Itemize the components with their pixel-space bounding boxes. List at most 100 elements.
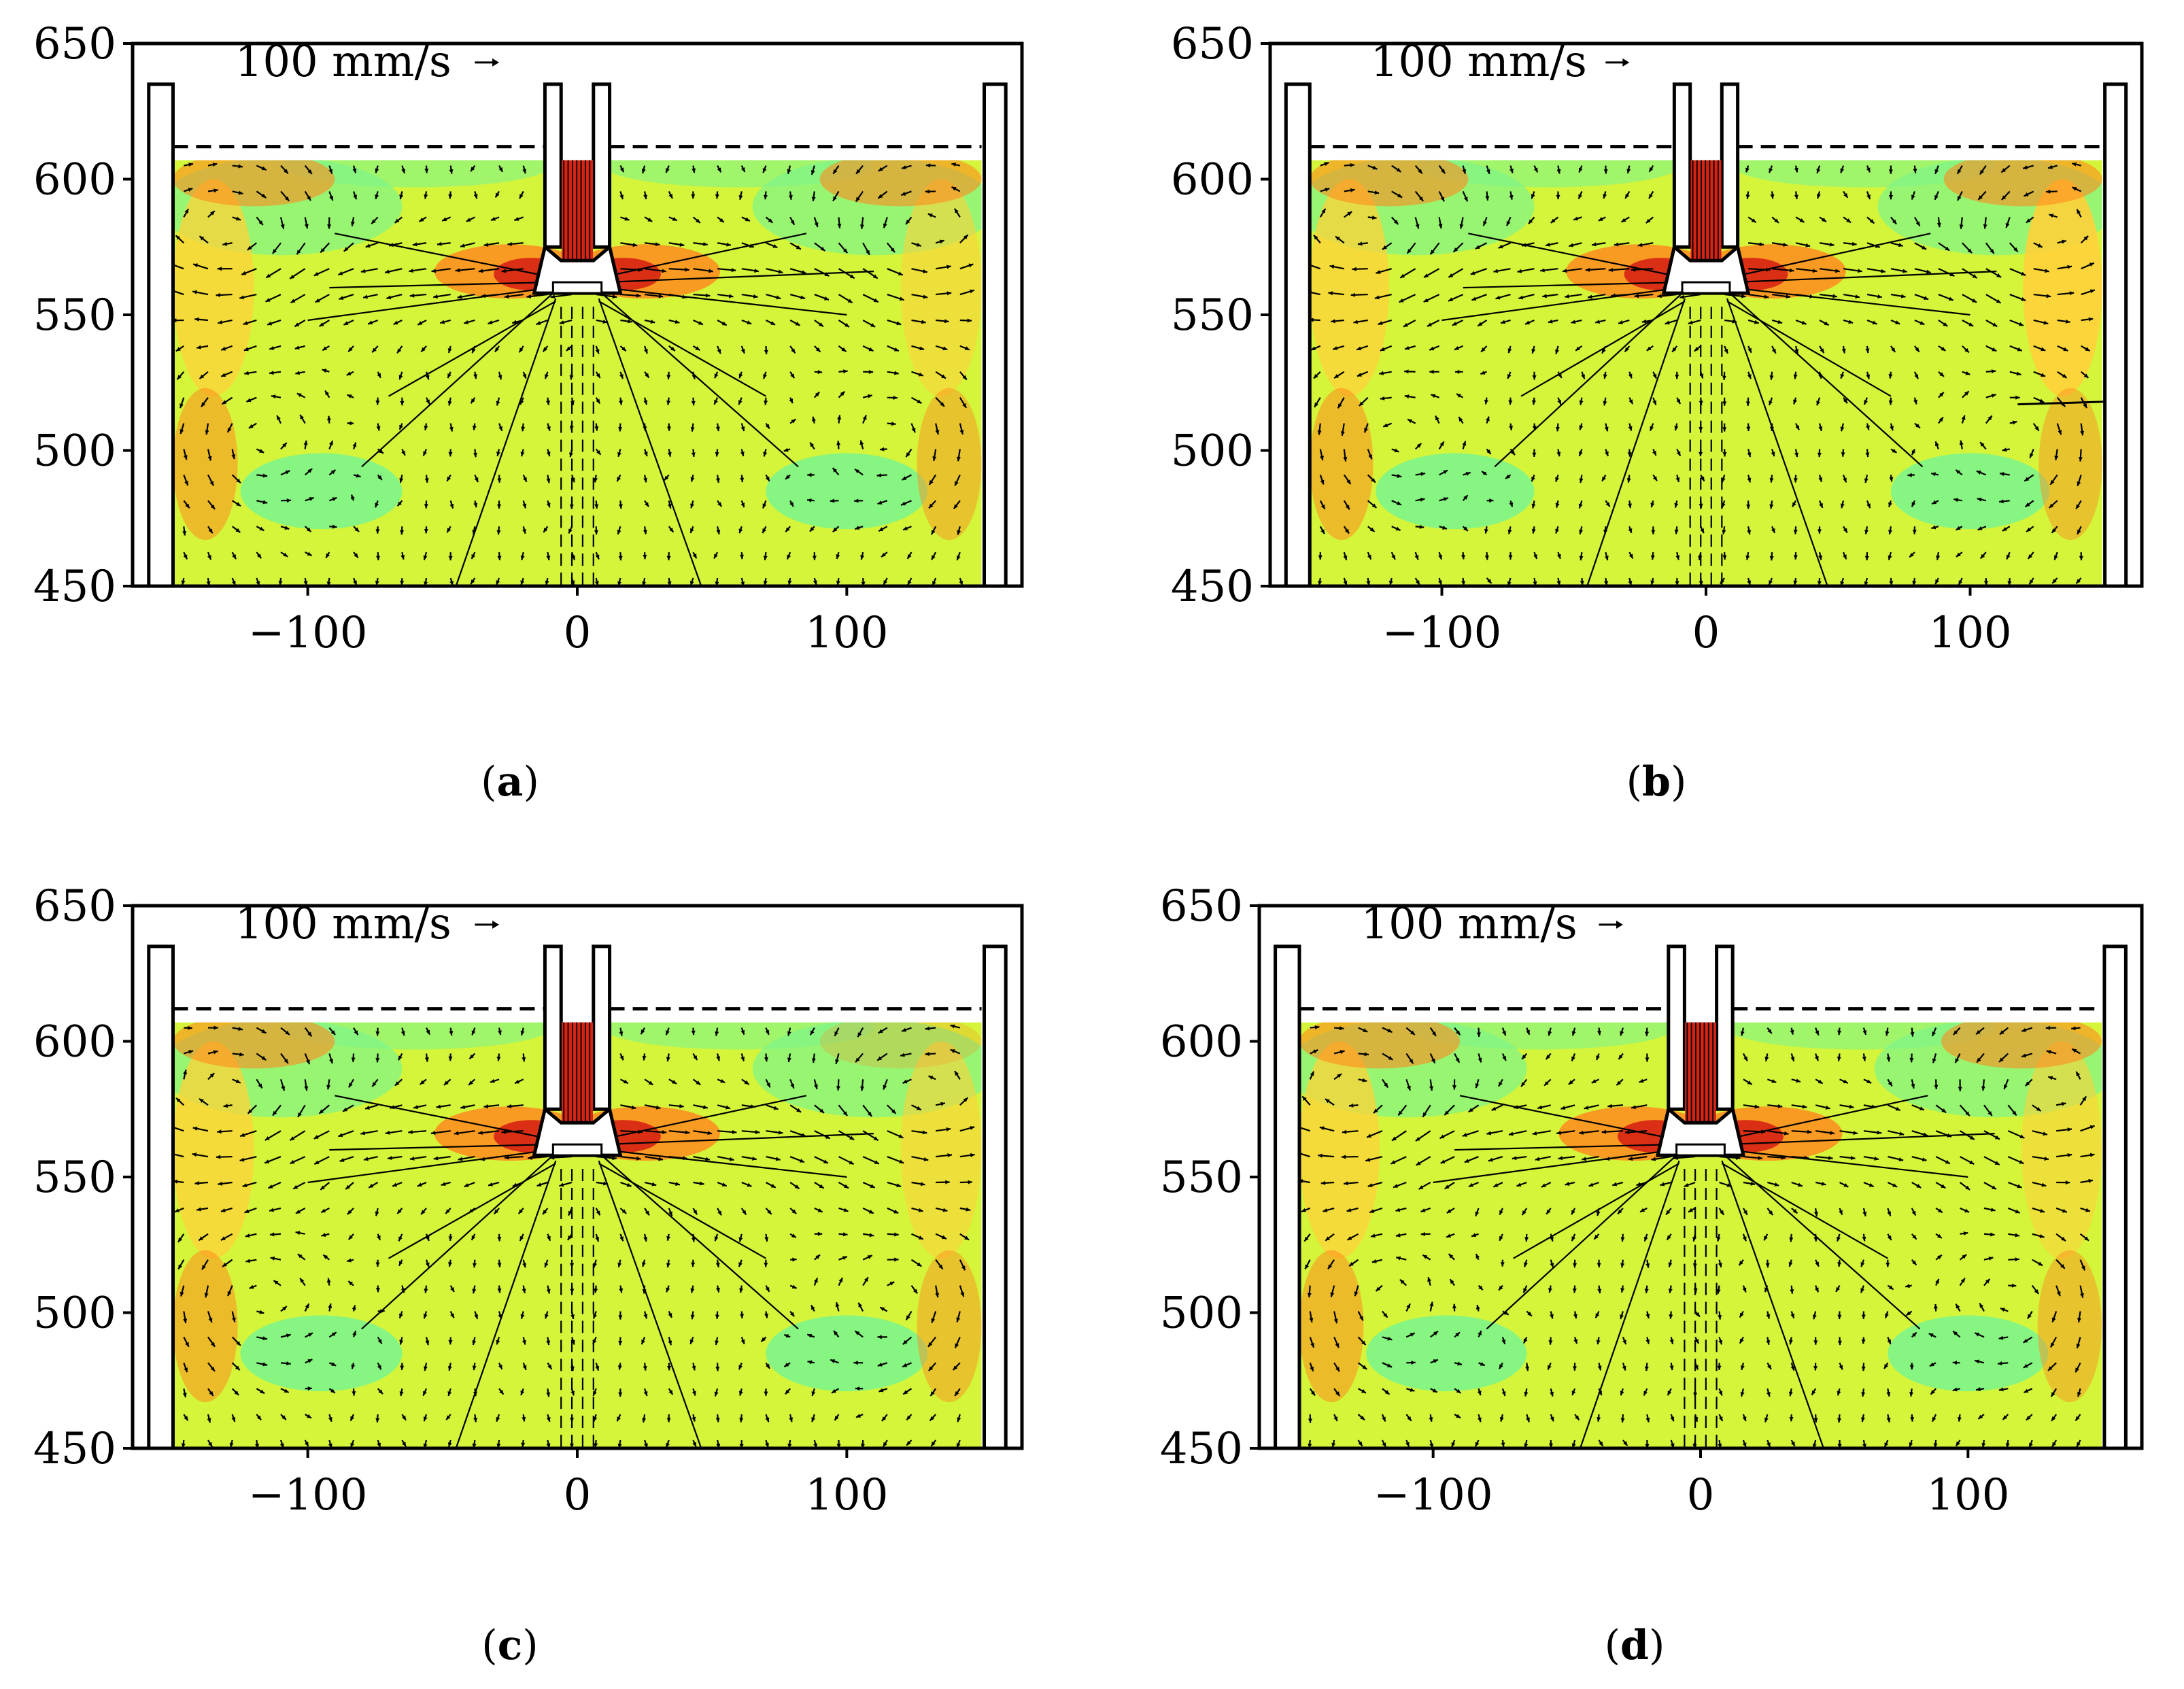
contour-region [173, 1022, 335, 1069]
vector-arrowhead [2017, 1184, 2022, 1189]
vector-arrowhead [612, 1156, 617, 1161]
vector-arrowhead [964, 1235, 970, 1240]
vector-arrowhead [448, 451, 453, 457]
vector-arrowhead [426, 1029, 430, 1035]
vector-arrowhead [811, 1058, 816, 1063]
vector-arrowhead [1956, 1441, 1960, 1446]
vector-arrowhead [1924, 296, 1929, 301]
vector-arrowhead [507, 1104, 512, 1108]
vector-arrowhead [1716, 1236, 1721, 1242]
vector-arrowhead [642, 1055, 647, 1061]
xtick-label: −100 [248, 1470, 368, 1520]
vector-arrowhead [602, 320, 608, 324]
vector-arrowhead [386, 295, 392, 300]
vector-arrowhead [1650, 426, 1654, 431]
vector-arrowhead [1751, 218, 1756, 223]
vector-arrowhead [834, 1031, 839, 1036]
vector-arrowhead [536, 321, 541, 325]
vector-arrowhead [1335, 1367, 1340, 1372]
vector-arrowhead [1397, 193, 1403, 198]
vector-arrowhead [1952, 1387, 1958, 1392]
vector-arrowhead [1604, 581, 1609, 586]
vector-arrowhead [1499, 1285, 1503, 1291]
vector-arrowhead [307, 169, 312, 174]
vector-arrowhead [714, 1391, 719, 1397]
vector-arrowhead [764, 400, 768, 405]
vector-arrowhead [619, 1031, 624, 1036]
vector-arrowhead [1985, 1278, 1990, 1284]
vector-arrowhead [919, 346, 925, 351]
vector-arrowhead [2001, 195, 2007, 200]
vector-arrowhead [1395, 526, 1401, 531]
vector-arrowhead [842, 248, 848, 254]
ytick-label: 450 [33, 1424, 116, 1474]
vector-arrowhead [810, 442, 815, 447]
vector-arrowhead [497, 1030, 502, 1036]
vector-arrowhead [1789, 1237, 1794, 1242]
vector-arrowhead [925, 1052, 929, 1057]
vector-arrowhead [1769, 580, 1773, 585]
ytick-label: 650 [1171, 19, 1254, 69]
vector-arrowhead [425, 1262, 430, 1267]
jet-streak [307, 287, 551, 322]
vector-arrowhead [1789, 1416, 1794, 1422]
vector-arrowhead [236, 1341, 241, 1346]
vector-arrowhead [876, 473, 882, 478]
vector-arrowhead [763, 556, 768, 560]
vector-arrowhead [1422, 1112, 1427, 1117]
vector-arrowhead [1579, 478, 1584, 483]
vector-arrowhead [1766, 1314, 1771, 1319]
vector-arrowhead [570, 1391, 575, 1396]
vector-arrowhead [515, 1079, 520, 1084]
jet-streak [307, 1149, 551, 1184]
vector-arrowhead [836, 441, 841, 445]
vector-arrowhead [1774, 218, 1779, 223]
vector-arrowhead [1438, 224, 1443, 229]
vector-arrowhead [754, 269, 759, 273]
vector-arrowhead [377, 1339, 382, 1344]
vector-arrowhead [1348, 1103, 1354, 1108]
vector-arrowhead [1607, 1104, 1612, 1108]
vector-arrowhead [568, 528, 573, 534]
vector-arrowhead [1373, 1108, 1378, 1114]
vector-arrowhead [862, 415, 867, 420]
vector-arrowhead [1335, 236, 1340, 241]
vector-arrowhead [192, 1153, 197, 1157]
vector-arrowhead [364, 1157, 369, 1161]
vector-arrowhead [1313, 1049, 1318, 1054]
vector-arrowhead [1578, 503, 1583, 509]
vector-arrowhead [243, 347, 249, 352]
vector-arrowhead [1669, 1365, 1674, 1371]
contour-region [281, 160, 551, 188]
vector-arrowhead [2015, 1209, 2020, 1214]
vector-arrowhead [2025, 502, 2030, 507]
vector-arrowhead [1320, 504, 1325, 509]
vector-arrowhead [290, 274, 295, 279]
vector-arrowhead [715, 478, 720, 483]
vector-arrowhead [1688, 320, 1693, 325]
vector-arrowhead [939, 239, 944, 244]
vector-arrowhead [669, 527, 674, 532]
vector-arrowhead [903, 1390, 908, 1395]
vector-arrowhead [643, 194, 648, 199]
vector-arrowhead [1628, 528, 1633, 533]
vector-arrowhead [721, 321, 727, 326]
vector-arrowhead [1957, 195, 1962, 201]
vector-arrowhead [1307, 1293, 1312, 1298]
vector-arrowhead [2028, 554, 2033, 559]
vector-arrowhead [2077, 1441, 2081, 1447]
vector-arrowhead [375, 168, 379, 173]
vector-arrowhead [420, 1080, 425, 1085]
vector-arrowhead [1850, 1155, 1856, 1160]
vector-arrowhead [1508, 555, 1513, 560]
vector-arrowhead [1507, 373, 1512, 379]
vector-arrowhead [765, 1029, 770, 1035]
vector-arrowhead [360, 1131, 366, 1136]
vector-arrowhead [1532, 426, 1537, 431]
vector-arrowhead [343, 321, 349, 325]
vector-arrowhead [1489, 498, 1494, 503]
vector-arrowhead [1739, 1312, 1744, 1318]
vector-arrowhead [928, 1342, 933, 1347]
vector-arrowhead [1645, 1057, 1650, 1062]
